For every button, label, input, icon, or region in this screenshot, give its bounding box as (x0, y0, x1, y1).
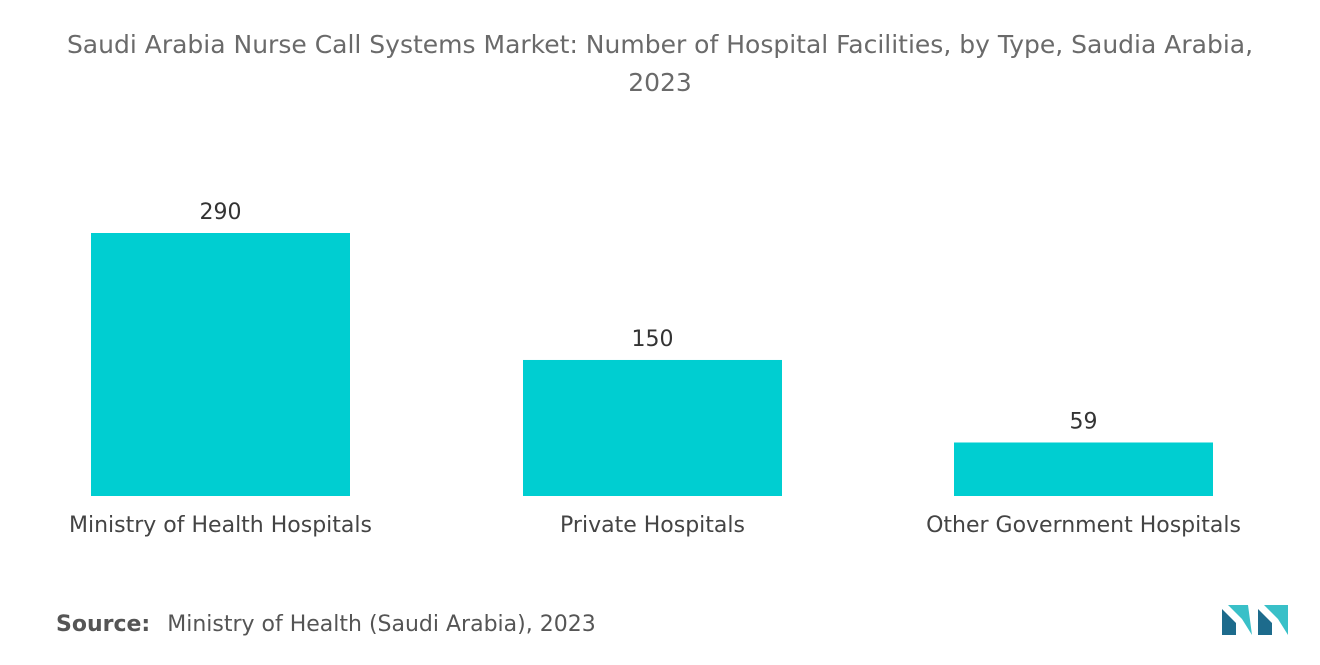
source-label: Source: (56, 612, 151, 637)
bar-2 (954, 442, 1213, 496)
chart-title: Saudi Arabia Nurse Call Systems Market: … (66, 30, 1254, 97)
bar-0 (91, 233, 350, 496)
bar-chart: 290 Ministry of Health Hospitals 150 Privat… (69, 200, 1241, 538)
category-label: Ministry of Health Hospitals (69, 513, 372, 538)
category-label: Private Hospitals (560, 513, 745, 538)
bar-1 (523, 359, 782, 496)
category-label: Other Government Hospitals (926, 513, 1241, 538)
source-note: Source: Ministry of Health (Saudi Arabia… (56, 612, 596, 637)
bar-value-label: 290 (200, 200, 242, 225)
mordor-intelligence-logo-icon (1222, 605, 1288, 635)
bar-value-label: 150 (632, 327, 674, 352)
bar-value-label: 59 (1070, 409, 1098, 434)
source-text: Ministry of Health (Saudi Arabia), 2023 (167, 612, 596, 637)
